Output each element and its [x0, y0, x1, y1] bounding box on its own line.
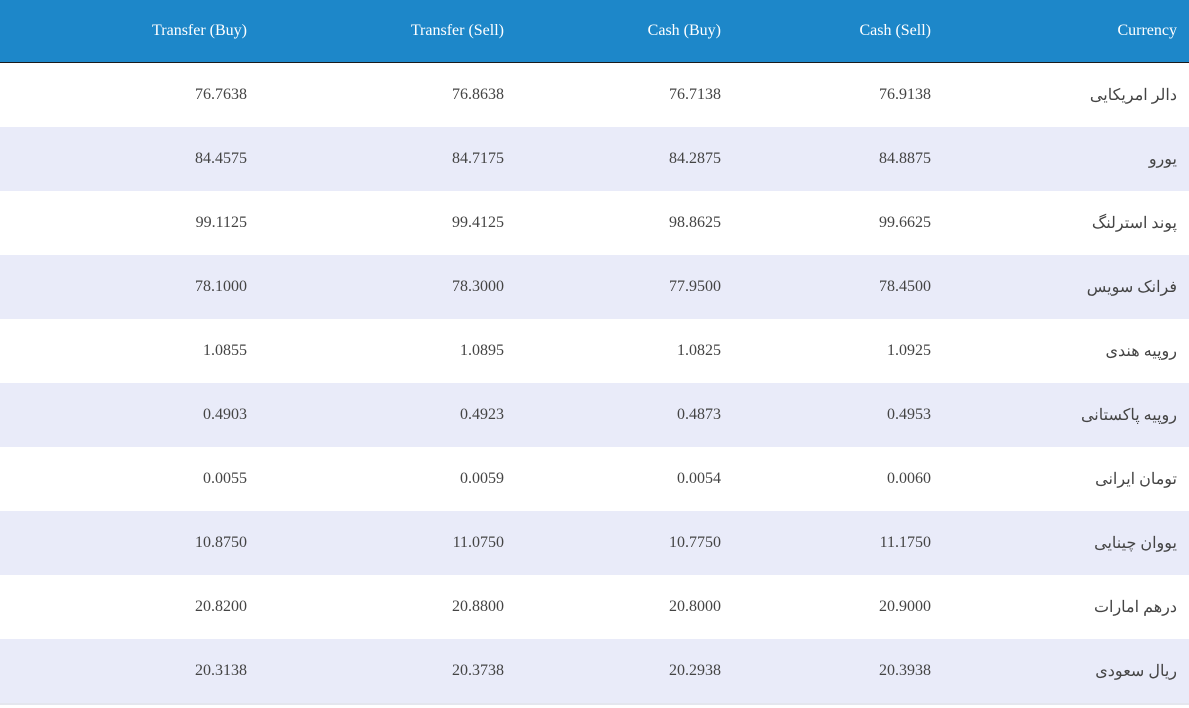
rate-cell: 20.2938 — [669, 662, 721, 679]
rate-cell: 78.3000 — [452, 278, 504, 295]
rate-cell: 84.2875 — [669, 150, 721, 167]
rate-cell: 1.0855 — [203, 342, 247, 359]
currency-name: پوند استرلنگ — [1091, 215, 1177, 232]
header-cell: Transfer (Sell) — [410, 22, 504, 39]
rate-cell: 20.3938 — [879, 662, 931, 679]
rate-cell: 1.0895 — [460, 342, 504, 359]
header-cell: Cash (Buy) — [647, 22, 721, 39]
rate-cell: 20.9000 — [879, 598, 931, 615]
rate-cell: 78.4500 — [879, 278, 931, 295]
rate-cell: 99.4125 — [452, 214, 504, 231]
table-row: 0.4903 0.4923 0.4873 0.4953 روپیه پاکستانی — [0, 383, 1189, 447]
rate-cell: 0.4903 — [203, 406, 247, 423]
rate-cell: 84.8875 — [879, 150, 931, 167]
rate-cell: 1.0925 — [887, 342, 931, 359]
table-row: 76.7638 76.8638 76.7138 76.9138 دالر امریکای… — [0, 63, 1189, 127]
rate-cell: 11.1750 — [879, 534, 931, 551]
header-cell: Transfer (Buy) — [152, 22, 247, 39]
table-header: Transfer (Buy) Transfer (Sell) Cash (Buy) C… — [0, 0, 1189, 63]
currency-name: دالر امریکایی — [1089, 87, 1177, 104]
rate-cell: 84.4575 — [195, 150, 247, 167]
table-row: 20.3138 20.3738 20.2938 20.3938 ریال سعودی — [0, 639, 1189, 703]
rate-cell: 76.7138 — [669, 86, 721, 103]
table-bottom-border — [0, 703, 1189, 705]
rate-cell: 0.0059 — [460, 470, 504, 487]
rate-cell: 20.8000 — [669, 598, 721, 615]
currency-name: فرانک سویس — [1086, 279, 1177, 296]
rate-cell: 77.9500 — [669, 278, 721, 295]
currency-name: روپیه پاکستانی — [1080, 407, 1177, 424]
currency-name: یووان چینایی — [1094, 535, 1177, 552]
table-row: 0.0055 0.0059 0.0054 0.0060 تومان ایرانی — [0, 447, 1189, 511]
table-row: 1.0855 1.0895 1.0825 1.0925 روپیه هندی — [0, 319, 1189, 383]
rate-cell: 20.3138 — [195, 662, 247, 679]
table-row: 99.1125 99.4125 98.8625 99.6625 پوند استرلنگ — [0, 191, 1189, 255]
rate-cell: 11.0750 — [452, 534, 504, 551]
rate-cell: 99.1125 — [195, 214, 247, 231]
rate-cell: 1.0825 — [677, 342, 721, 359]
table-row: 10.8750 11.0750 10.7750 11.1750 یووان چینایی — [0, 511, 1189, 575]
currency-name: ریال سعودی — [1095, 663, 1177, 680]
rate-cell: 0.4873 — [677, 406, 721, 423]
rate-cell: 0.4953 — [887, 406, 931, 423]
table-row: 78.1000 78.3000 77.9500 78.4500 فرانک سویس — [0, 255, 1189, 319]
rate-cell: 20.8800 — [452, 598, 504, 615]
table-row: 84.4575 84.7175 84.2875 84.8875 یورو — [0, 127, 1189, 191]
rate-cell: 76.9138 — [879, 86, 931, 103]
rate-cell: 84.7175 — [452, 150, 504, 167]
table-row: 20.8200 20.8800 20.8000 20.9000 درهم امارات — [0, 575, 1189, 639]
header-cell: Cash (Sell) — [859, 22, 931, 39]
rate-cell: 0.4923 — [460, 406, 504, 423]
rate-cell: 0.0060 — [887, 470, 931, 487]
rate-cell: 76.7638 — [195, 86, 247, 103]
rate-cell: 76.8638 — [452, 86, 504, 103]
currency-name: تومان ایرانی — [1095, 471, 1177, 488]
currency-name: درهم امارات — [1093, 599, 1177, 616]
rate-cell: 10.7750 — [669, 534, 721, 551]
rate-cell: 0.0055 — [203, 470, 247, 487]
rate-cell: 0.0054 — [677, 470, 721, 487]
rate-cell: 99.6625 — [879, 214, 931, 231]
rate-cell: 20.8200 — [195, 598, 247, 615]
rate-cell: 78.1000 — [195, 278, 247, 295]
currency-name: روپیه هندی — [1105, 343, 1178, 360]
rate-cell: 98.8625 — [669, 214, 721, 231]
currency-name: یورو — [1148, 151, 1177, 168]
header-cell: Currency — [1117, 22, 1177, 39]
rate-cell: 10.8750 — [195, 534, 247, 551]
rate-cell: 20.3738 — [452, 662, 504, 679]
